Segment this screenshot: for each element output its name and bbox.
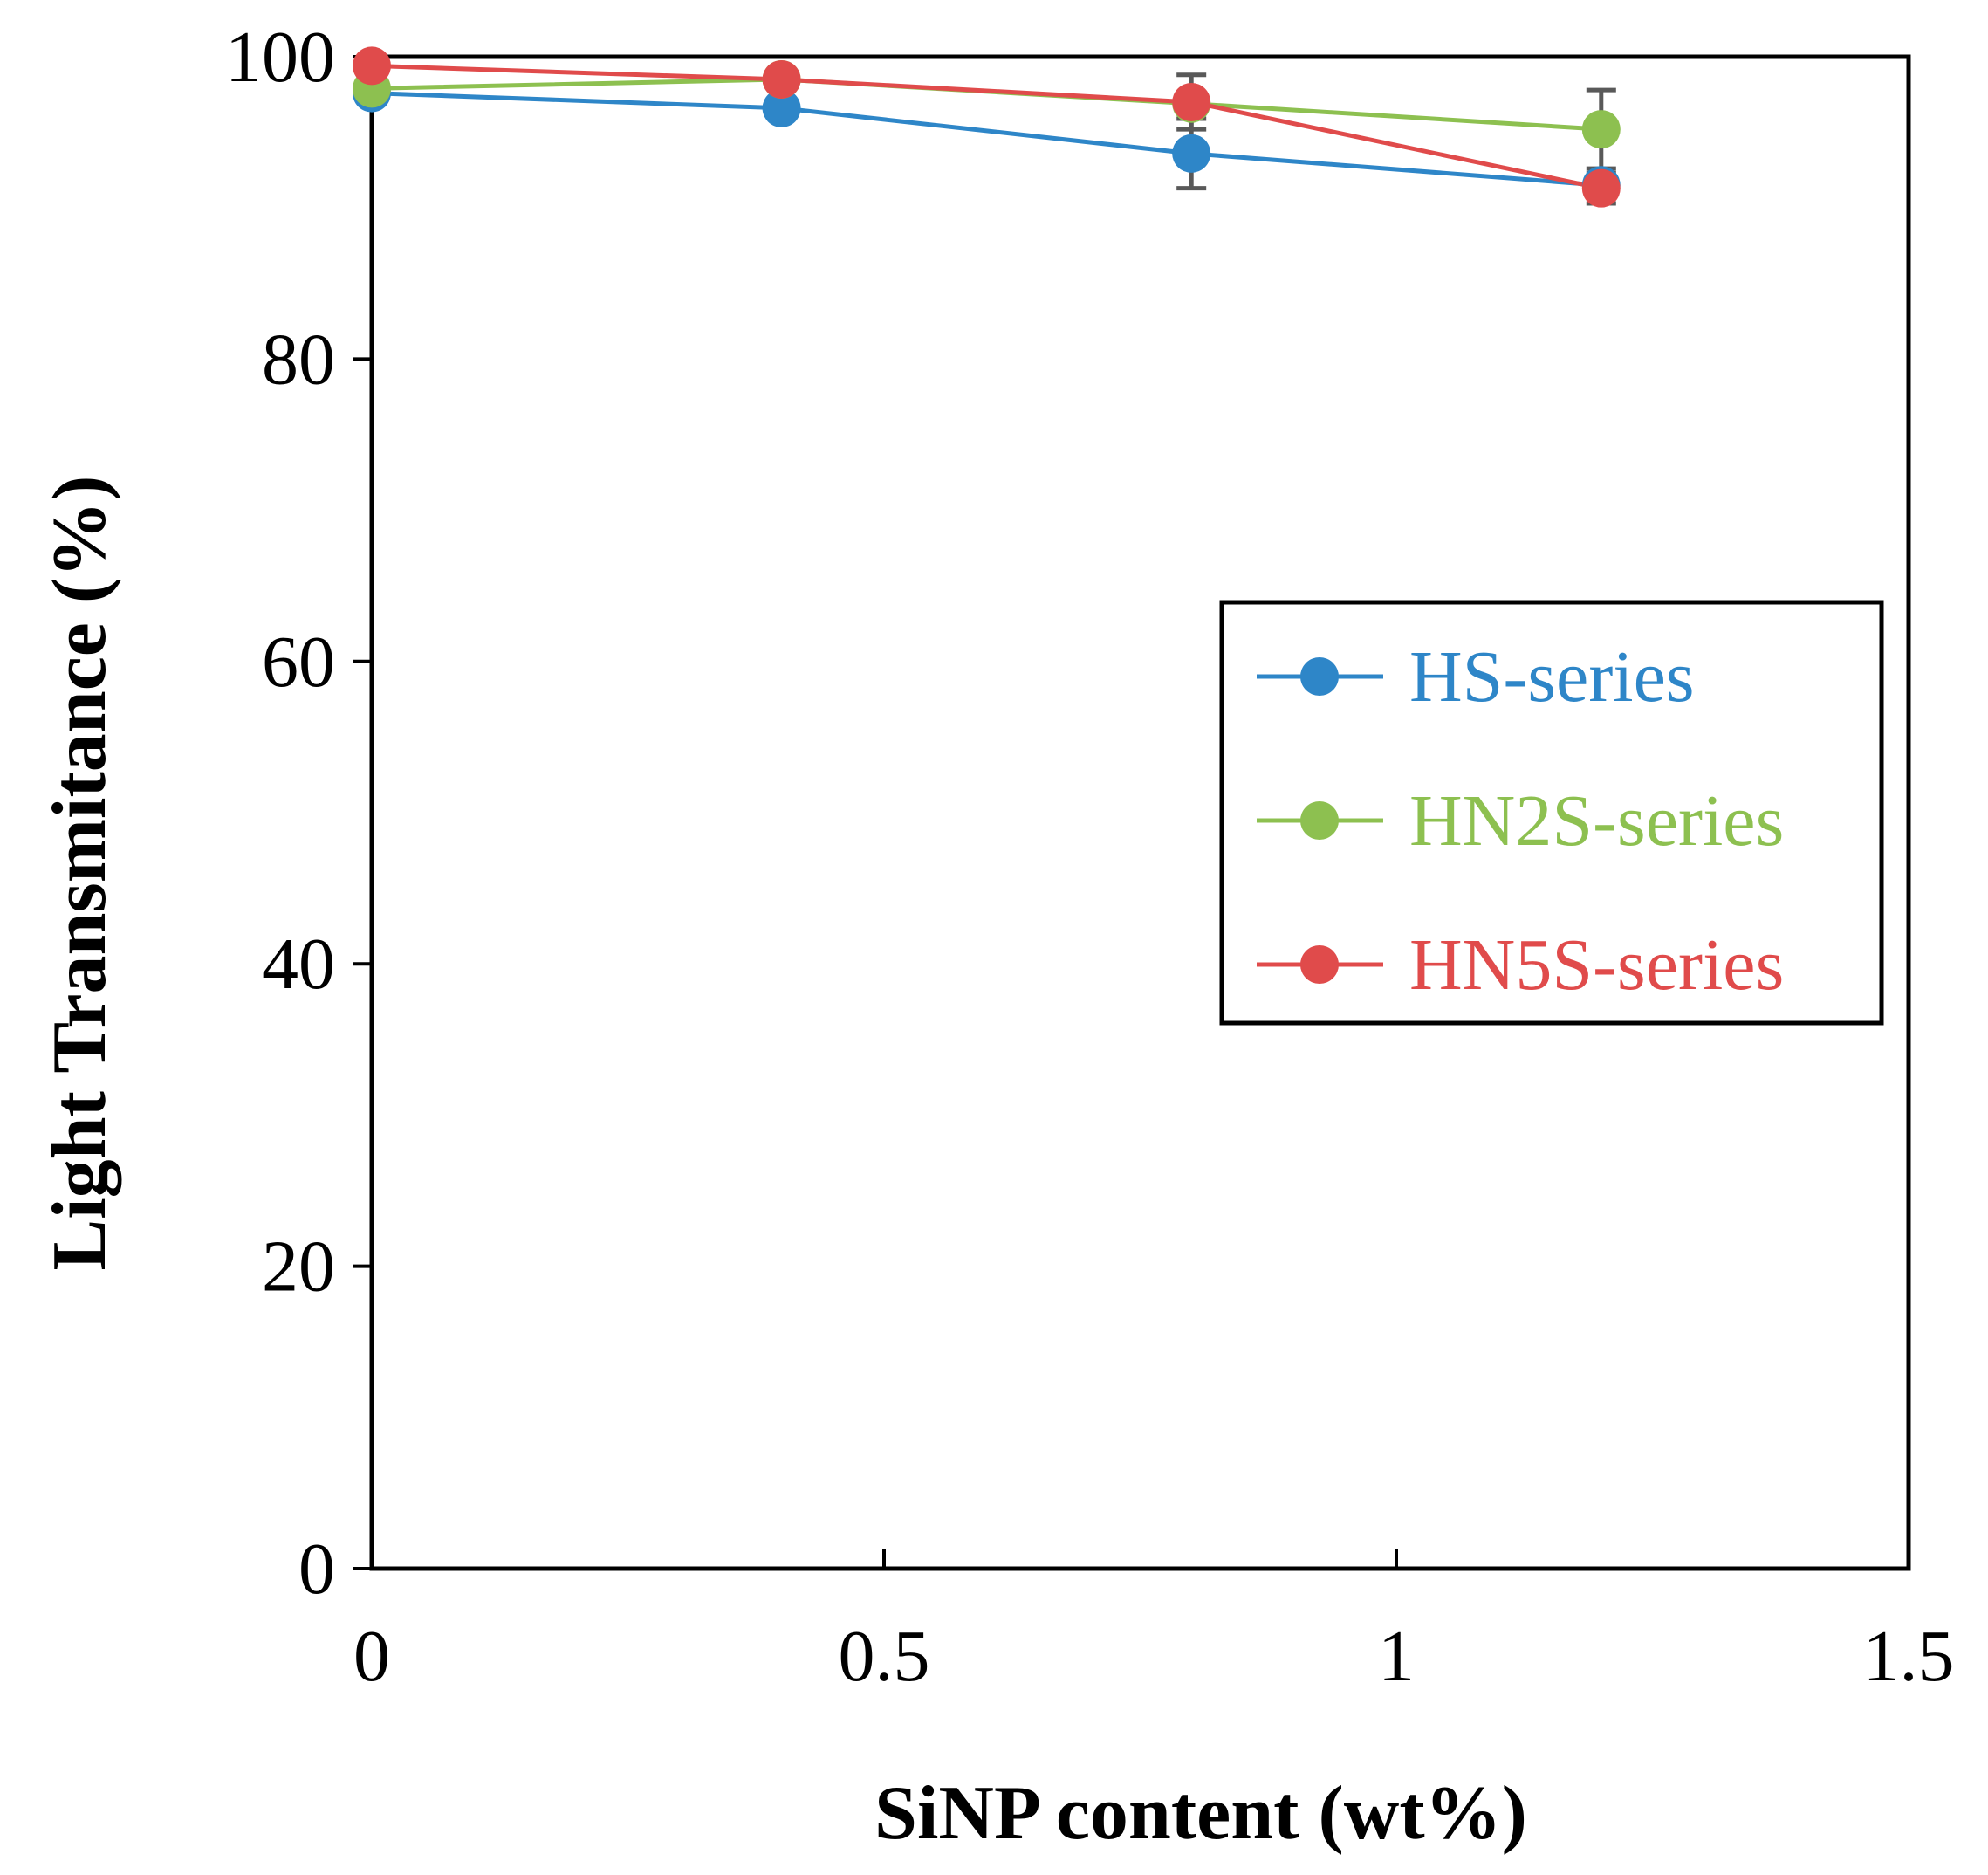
data-point-hn5s-series (353, 46, 391, 86)
legend-marker (1300, 657, 1339, 696)
y-tick-label: 60 (262, 622, 335, 703)
data-point-hn2s-series (1581, 110, 1621, 149)
y-tick-label: 80 (262, 319, 335, 400)
legend: HS-series HN2S-series HN5S-series (1219, 600, 1884, 1026)
legend-label: HN5S-series (1409, 924, 1784, 1006)
y-tick-label: 40 (262, 924, 335, 1005)
series-line-hn5s-series (371, 63, 1602, 191)
x-tick-label: 1 (1378, 1616, 1415, 1697)
x-tick-label: 1.5 (1863, 1616, 1955, 1697)
plot-area (369, 54, 1911, 1571)
x-tick-label: 0.5 (839, 1616, 930, 1697)
y-axis-title: Light Transmitance (%) (38, 476, 122, 1271)
series-line-hs-series (371, 91, 1601, 188)
y-tick-label: 20 (262, 1226, 335, 1308)
legend-label: HS-series (1409, 636, 1695, 718)
y-tick-label: 0 (298, 1528, 335, 1610)
data-point-hs-series (762, 88, 801, 127)
y-tick-label: 100 (225, 17, 335, 98)
data-point-hn5s-series (1172, 82, 1211, 121)
data-point-hn5s-series (1581, 168, 1621, 208)
data-point-hs-series (1172, 134, 1211, 173)
data-point-hn5s-series (762, 59, 801, 99)
x-tick-label: 0 (353, 1616, 390, 1697)
x-axis-title: SiNP content (wt%) (874, 1771, 1527, 1856)
legend-marker (1300, 945, 1339, 984)
legend-marker (1300, 801, 1339, 840)
legend-label: HN2S-series (1409, 780, 1784, 862)
